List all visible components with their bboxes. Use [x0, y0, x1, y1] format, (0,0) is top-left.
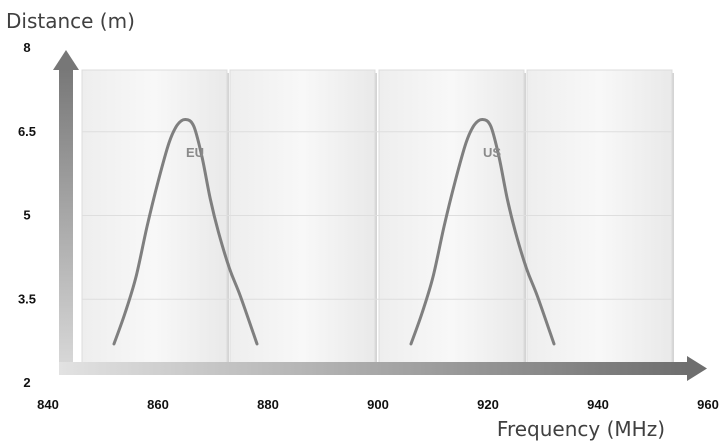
series-label-eu: EU	[186, 145, 204, 160]
y-axis-title: Distance (m)	[6, 9, 135, 33]
y-tick-label: 8	[23, 40, 30, 55]
x-tick-label: 900	[367, 397, 389, 412]
x-tick-label: 880	[257, 397, 279, 412]
series-line-eu	[112, 117, 259, 346]
background-panel	[378, 69, 525, 365]
gridlines	[82, 131, 672, 300]
series-labels: EU US	[186, 145, 501, 160]
x-tick-label: 940	[587, 397, 609, 412]
y-tick-label: 2	[23, 375, 30, 390]
x-tick-label: 860	[147, 397, 169, 412]
y-axis-shaft	[59, 66, 73, 366]
axes	[53, 50, 707, 381]
background-panels	[81, 69, 674, 367]
background-panel	[81, 69, 228, 365]
background-panel	[229, 69, 376, 365]
x-tick-label: 920	[477, 397, 499, 412]
x-axis-arrowhead	[687, 356, 707, 381]
tick-labels: 840 860 880 900 920 940 960 2 3.5 5 6.5 8	[18, 40, 719, 412]
y-tick-label: 6.5	[18, 124, 36, 139]
series-lines	[112, 117, 556, 346]
series-label-us: US	[483, 145, 501, 160]
y-tick-label: 5	[23, 208, 30, 223]
x-tick-label: 960	[697, 397, 719, 412]
x-axis-title: Frequency (MHz)	[497, 417, 665, 441]
series-line-us	[409, 117, 556, 346]
background-panel	[526, 69, 673, 365]
y-tick-label: 3.5	[18, 291, 36, 306]
y-axis-arrowhead	[53, 50, 79, 70]
x-axis-shaft	[59, 362, 689, 375]
x-tick-label: 840	[37, 397, 59, 412]
